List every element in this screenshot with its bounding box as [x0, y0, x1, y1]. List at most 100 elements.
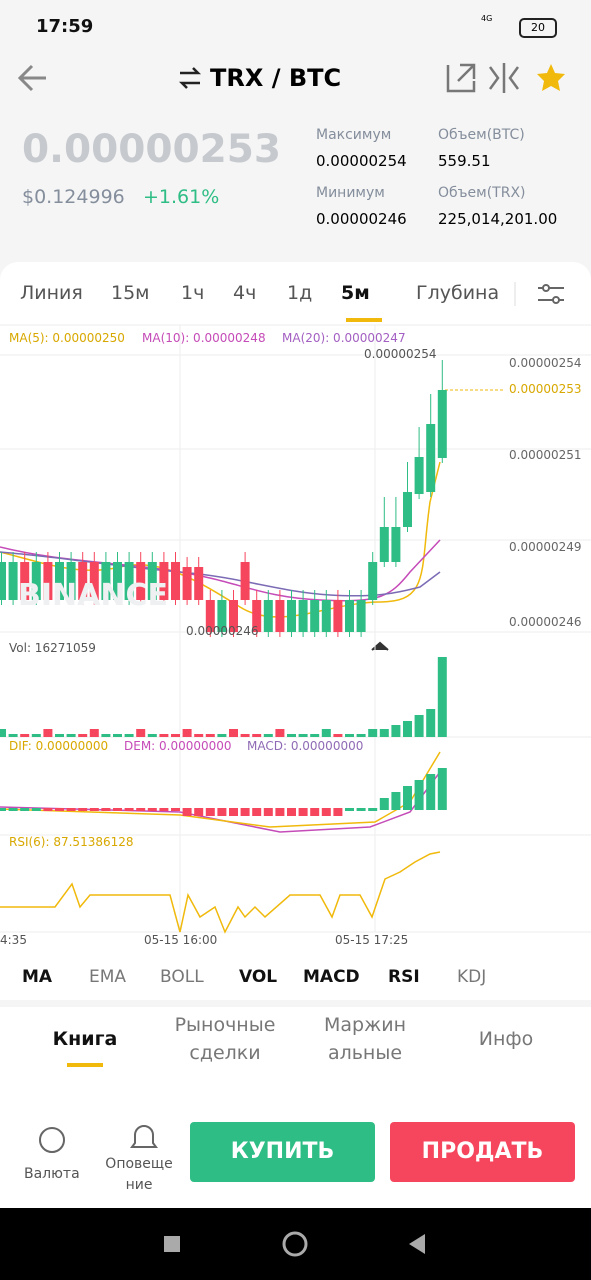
network: 4G — [481, 14, 493, 23]
indicator[interactable]: VOL — [239, 967, 278, 987]
candle — [229, 600, 238, 632]
candle — [20, 734, 30, 737]
macd-label: DEM: 0.00000000 — [124, 739, 232, 753]
candle — [171, 734, 180, 737]
candle — [437, 657, 447, 737]
bottom-tab[interactable]: Рыночные — [174, 1014, 276, 1036]
candle — [217, 734, 227, 737]
candle — [275, 729, 285, 737]
candle — [345, 600, 354, 632]
candle — [66, 734, 76, 737]
candle — [136, 562, 146, 600]
candle — [101, 562, 111, 600]
header-icons — [17, 63, 565, 93]
candle — [124, 734, 134, 737]
candle — [321, 808, 331, 816]
bottom-tab[interactable]: альные — [327, 1042, 403, 1064]
candle — [403, 492, 412, 527]
candle — [194, 567, 204, 600]
book-underline — [67, 1063, 103, 1067]
price-axis-label: 0.00000253 — [509, 382, 582, 396]
candle — [159, 808, 169, 811]
indicator[interactable]: MA — [22, 967, 53, 987]
timeframe-tab[interactable]: 15м — [111, 282, 150, 304]
candle — [31, 562, 41, 600]
bottom-tab[interactable]: Маржин — [324, 1014, 406, 1036]
indicator[interactable]: KDJ — [457, 967, 487, 987]
candle — [147, 734, 157, 737]
candle — [263, 734, 273, 737]
price-axis-label: 0.00000254 — [509, 356, 582, 370]
candle — [159, 562, 169, 600]
candle — [252, 734, 262, 737]
candle — [391, 725, 401, 737]
indicator[interactable]: MACD — [303, 967, 360, 987]
alerts[interactable]: ние — [125, 1177, 153, 1193]
timeframe-tab[interactable]: 1д — [287, 282, 313, 304]
candle — [368, 729, 378, 737]
candle — [229, 729, 238, 737]
indicator[interactable]: RSI — [388, 967, 420, 987]
candle — [78, 734, 88, 737]
share[interactable] — [446, 63, 476, 93]
alerts[interactable]: Оповеще — [105, 1156, 173, 1172]
candle — [437, 390, 447, 458]
candle — [310, 734, 320, 737]
timeframe-tab[interactable]: Линия — [20, 282, 83, 304]
candle — [275, 808, 285, 816]
candle — [136, 729, 146, 737]
bottom-tab[interactable]: сделки — [189, 1042, 261, 1064]
candle — [379, 798, 389, 810]
candle — [101, 808, 111, 811]
stat-value: 0.00000246 — [316, 210, 407, 228]
candle — [391, 527, 401, 562]
currency[interactable]: Валюта — [24, 1166, 80, 1182]
price-axis-label: 0.00000249 — [509, 540, 582, 554]
favorite[interactable] — [537, 64, 565, 91]
back[interactable] — [17, 64, 46, 92]
bottom-tab[interactable]: Инфо — [478, 1028, 534, 1050]
timeframe-tab[interactable]: 4ч — [233, 282, 257, 304]
watermark: BINANCE — [18, 578, 168, 613]
candle — [333, 734, 343, 737]
candle — [55, 562, 64, 600]
candle — [20, 808, 30, 811]
timeframe-tab[interactable]: Глубина — [416, 282, 500, 304]
macd-label: MACD: 0.00000000 — [247, 739, 364, 753]
candle — [182, 567, 192, 600]
candle — [240, 808, 250, 816]
candle — [55, 734, 64, 737]
indicator[interactable]: EMA — [89, 967, 127, 987]
candle — [310, 808, 320, 816]
bottom-tab[interactable]: Книга — [52, 1028, 118, 1050]
ma-label: MA(5): 0.00000250 — [9, 331, 125, 345]
candle — [263, 600, 273, 632]
candle — [298, 734, 308, 737]
candle — [368, 808, 378, 811]
candle — [124, 808, 134, 811]
candle — [43, 729, 53, 737]
candle — [345, 808, 354, 811]
candle — [78, 562, 88, 600]
sell-button[interactable]: ПРОДАТЬ — [390, 1122, 575, 1182]
candle — [194, 808, 204, 816]
candle — [78, 808, 88, 811]
candle — [147, 562, 157, 600]
price-axis-label: 0.00000251 — [509, 448, 582, 462]
timeframe-tab[interactable]: 1ч — [181, 282, 205, 304]
candle — [8, 562, 18, 600]
candle — [310, 600, 320, 632]
buy-button[interactable]: КУПИТЬ — [190, 1122, 375, 1182]
candle — [287, 734, 296, 737]
candle — [403, 786, 412, 810]
timeframe-tab[interactable]: 5м — [341, 282, 370, 304]
indicator[interactable]: BOLL — [160, 967, 204, 987]
stat-value: 559.51 — [438, 152, 491, 170]
compare[interactable] — [488, 63, 520, 93]
candle — [403, 721, 412, 737]
candle — [240, 562, 250, 600]
candle — [229, 808, 238, 816]
vol-label: Vol: 16271059 — [9, 641, 96, 655]
footer-icons — [39, 1125, 158, 1153]
candle — [194, 734, 204, 737]
